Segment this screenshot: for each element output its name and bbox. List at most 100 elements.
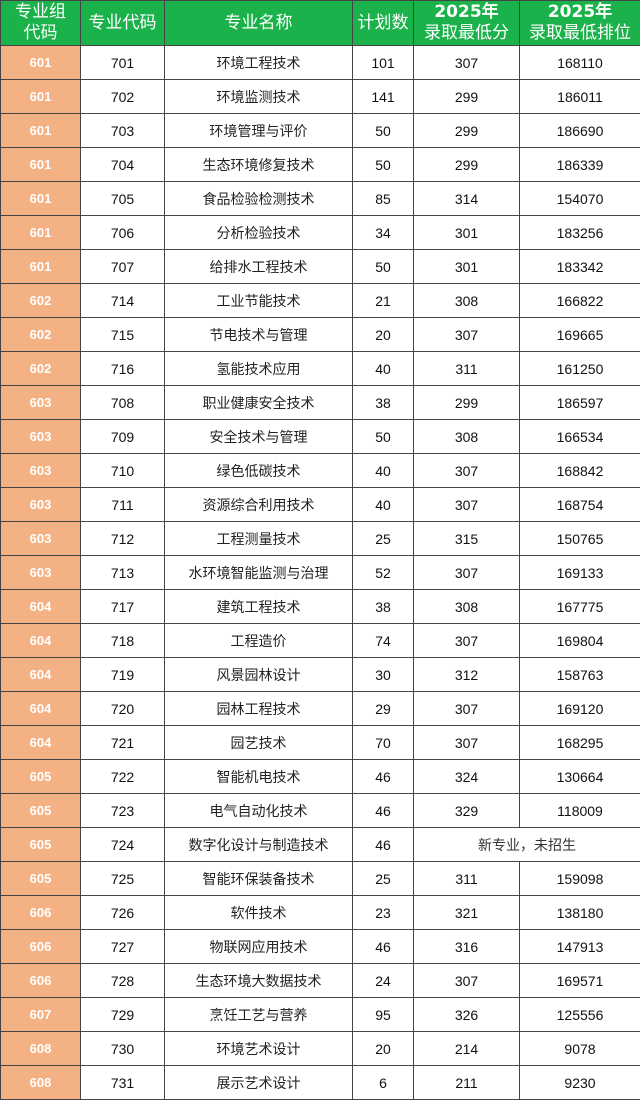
plan-cell: 50: [352, 419, 414, 454]
min-score-cell: 301: [413, 215, 520, 250]
plan-cell: 23: [352, 895, 414, 930]
plan-cell: 50: [352, 147, 414, 182]
min-score-cell: 299: [413, 385, 520, 420]
plan-cell: 40: [352, 351, 414, 386]
group-code-cell: 604: [0, 589, 81, 624]
table-row: 602 715 节电技术与管理 20 307 169665: [0, 317, 640, 352]
group-code-cell: 601: [0, 79, 81, 114]
major-code-cell: 723: [80, 793, 165, 828]
major-name-cell: 绿色低碳技术: [164, 453, 353, 488]
min-rank-cell: 9078: [519, 1031, 640, 1066]
group-code-cell: 608: [0, 1065, 81, 1100]
table-row: 603 711 资源综合利用技术 40 307 168754: [0, 487, 640, 522]
major-code-cell: 707: [80, 249, 165, 284]
major-code-cell: 724: [80, 827, 165, 862]
note-cell: 新专业，未招生: [413, 827, 640, 862]
plan-cell: 70: [352, 725, 414, 760]
major-name-cell: 环境艺术设计: [164, 1031, 353, 1066]
table-row: 604 721 园艺技术 70 307 168295: [0, 725, 640, 760]
plan-cell: 40: [352, 453, 414, 488]
major-name-cell: 安全技术与管理: [164, 419, 353, 454]
plan-cell: 101: [352, 45, 414, 80]
major-code-cell: 730: [80, 1031, 165, 1066]
group-code-cell: 603: [0, 453, 81, 488]
min-rank-cell: 169571: [519, 963, 640, 998]
min-rank-cell: 186339: [519, 147, 640, 182]
min-score-cell: 311: [413, 351, 520, 386]
min-rank-cell: 186011: [519, 79, 640, 114]
plan-cell: 46: [352, 759, 414, 794]
major-name-cell: 数字化设计与制造技术: [164, 827, 353, 862]
min-score-cell: 307: [413, 453, 520, 488]
plan-cell: 141: [352, 79, 414, 114]
header-plan: 计划数: [352, 0, 414, 46]
group-code-cell: 603: [0, 555, 81, 590]
header-min-rank: 2025年 录取最低排位: [519, 0, 640, 46]
major-name-cell: 园林工程技术: [164, 691, 353, 726]
header-major-name: 专业名称: [164, 0, 353, 46]
major-code-cell: 729: [80, 997, 165, 1032]
group-code-cell: 605: [0, 759, 81, 794]
major-code-cell: 726: [80, 895, 165, 930]
plan-cell: 52: [352, 555, 414, 590]
table-row: 605 722 智能机电技术 46 324 130664: [0, 759, 640, 794]
major-name-cell: 展示艺术设计: [164, 1065, 353, 1100]
min-rank-cell: 154070: [519, 181, 640, 216]
plan-cell: 21: [352, 283, 414, 318]
min-rank-cell: 125556: [519, 997, 640, 1032]
min-score-cell: 307: [413, 45, 520, 80]
plan-cell: 50: [352, 249, 414, 284]
min-score-cell: 312: [413, 657, 520, 692]
major-name-cell: 电气自动化技术: [164, 793, 353, 828]
plan-cell: 6: [352, 1065, 414, 1100]
major-code-cell: 725: [80, 861, 165, 896]
min-score-cell: 307: [413, 317, 520, 352]
major-code-cell: 709: [80, 419, 165, 454]
min-score-cell: 314: [413, 181, 520, 216]
group-code-cell: 605: [0, 827, 81, 862]
plan-cell: 29: [352, 691, 414, 726]
group-code-cell: 601: [0, 113, 81, 148]
major-name-cell: 园艺技术: [164, 725, 353, 760]
major-code-cell: 705: [80, 181, 165, 216]
group-code-cell: 601: [0, 147, 81, 182]
min-rank-cell: 186690: [519, 113, 640, 148]
plan-cell: 46: [352, 793, 414, 828]
min-score-cell: 307: [413, 725, 520, 760]
table-row: 603 713 水环境智能监测与治理 52 307 169133: [0, 555, 640, 590]
min-rank-cell: 158763: [519, 657, 640, 692]
table-row: 604 719 风景园林设计 30 312 158763: [0, 657, 640, 692]
major-name-cell: 风景园林设计: [164, 657, 353, 692]
plan-cell: 25: [352, 521, 414, 556]
major-code-cell: 721: [80, 725, 165, 760]
table-body: 601 701 环境工程技术 101 307 168110 601 702 环境监测技术 141 2…: [0, 45, 640, 1100]
major-code-cell: 708: [80, 385, 165, 420]
min-rank-cell: 166822: [519, 283, 640, 318]
major-code-cell: 718: [80, 623, 165, 658]
major-code-cell: 728: [80, 963, 165, 998]
plan-cell: 38: [352, 589, 414, 624]
plan-cell: 85: [352, 181, 414, 216]
major-code-cell: 714: [80, 283, 165, 318]
major-name-cell: 生态环境修复技术: [164, 147, 353, 182]
table-row: 606 727 物联网应用技术 46 316 147913: [0, 929, 640, 964]
major-name-cell: 软件技术: [164, 895, 353, 930]
header-min-score: 2025年 录取最低分: [413, 0, 520, 46]
table-row: 601 703 环境管理与评价 50 299 186690: [0, 113, 640, 148]
major-code-cell: 719: [80, 657, 165, 692]
plan-cell: 46: [352, 929, 414, 964]
major-name-cell: 物联网应用技术: [164, 929, 353, 964]
plan-cell: 34: [352, 215, 414, 250]
min-score-cell: 308: [413, 589, 520, 624]
min-rank-cell: 168110: [519, 45, 640, 80]
table-row: 604 720 园林工程技术 29 307 169120: [0, 691, 640, 726]
min-score-cell: 324: [413, 759, 520, 794]
min-rank-cell: 168842: [519, 453, 640, 488]
min-score-cell: 301: [413, 249, 520, 284]
major-code-cell: 722: [80, 759, 165, 794]
major-name-cell: 生态环境大数据技术: [164, 963, 353, 998]
major-name-cell: 工程造价: [164, 623, 353, 658]
min-score-cell: 308: [413, 283, 520, 318]
group-code-cell: 603: [0, 385, 81, 420]
